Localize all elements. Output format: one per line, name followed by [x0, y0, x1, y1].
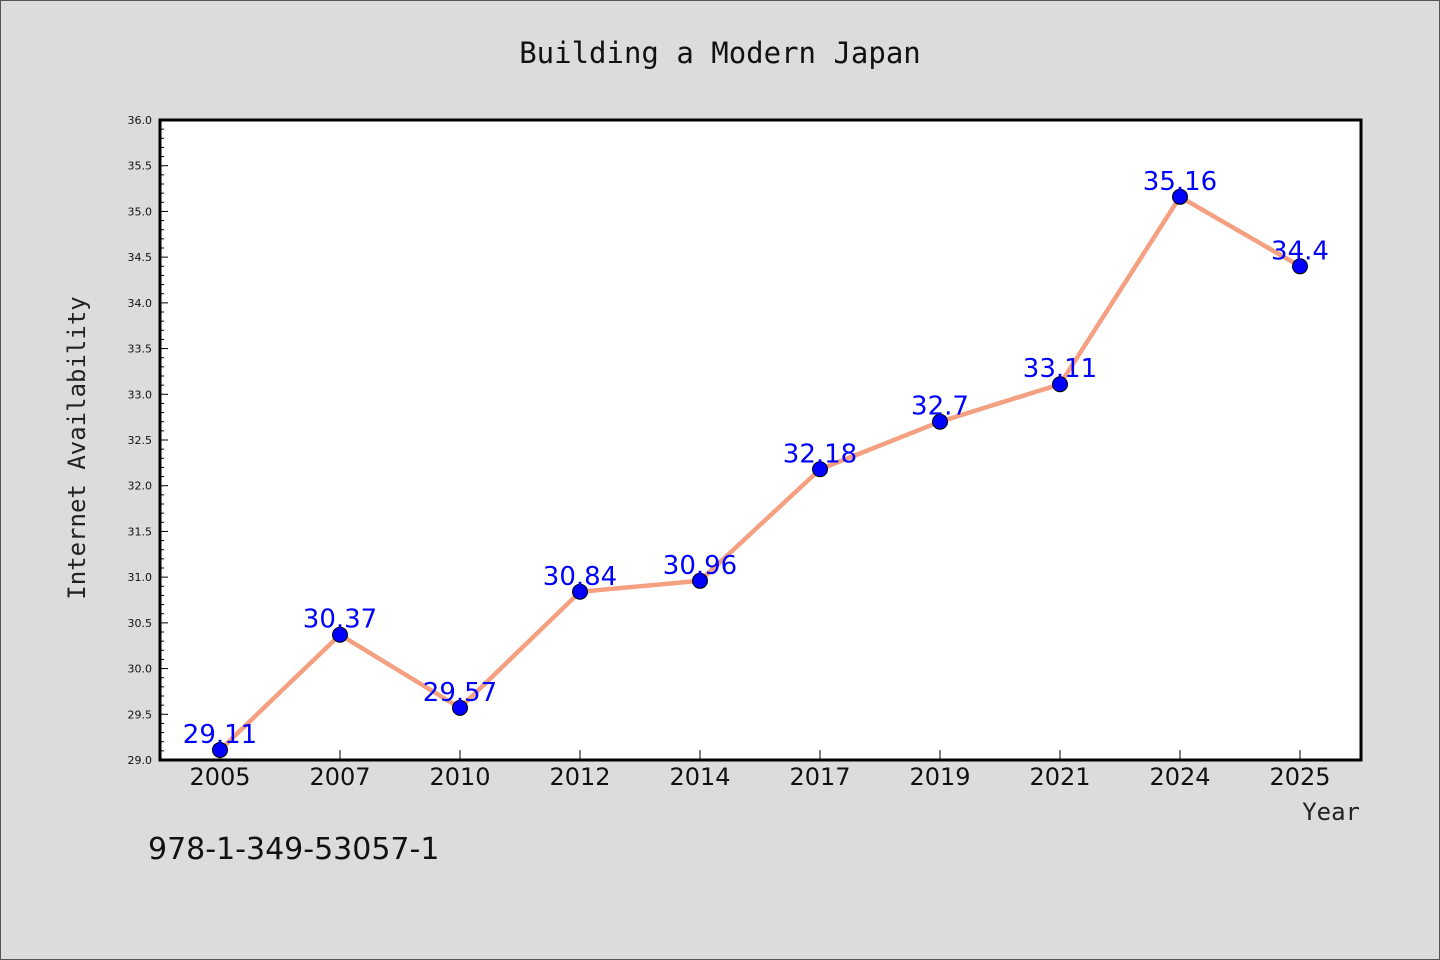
y-tick-label: 32.5: [128, 434, 153, 447]
x-axis-label: Year: [1302, 798, 1360, 826]
data-point: [332, 626, 348, 643]
x-tick-label: 2025: [1269, 763, 1330, 791]
data-label: 30.96: [663, 551, 737, 581]
data-point: [572, 583, 588, 600]
data-point: [452, 699, 468, 716]
data-point: [1172, 188, 1188, 205]
data-label: 29.57: [423, 678, 497, 708]
chart-title: Building a Modern Japan: [519, 36, 921, 70]
data-label: 32.18: [783, 439, 857, 469]
data-label: 34.4: [1271, 236, 1329, 266]
x-tick-label: 2007: [309, 763, 370, 791]
data-point: [1292, 258, 1308, 275]
plot-area: [158, 118, 1363, 762]
data-point: [932, 413, 948, 430]
x-tick-label: 2024: [1149, 763, 1210, 791]
y-tick-label: 30.5: [128, 617, 153, 630]
y-tick-label: 32.0: [128, 480, 153, 493]
data-point: [212, 741, 228, 758]
x-axis: 2005 2007 2010 2012 2014 2017 2019 2021 2024 2025: [189, 750, 1331, 791]
y-tick-label: 29.0: [128, 754, 153, 767]
y-tick-label: 29.5: [128, 708, 153, 721]
y-tick-label: 34.0: [128, 297, 153, 310]
x-tick-label: 2005: [189, 763, 250, 791]
isbn-footnote: 978-1-349-53057-1: [148, 832, 440, 867]
data-label: 32.7: [911, 392, 969, 422]
data-point: [812, 461, 828, 478]
y-axis: 29.0 29.5 30.0 30.5 31.0 31.5 32.0 32.5 33.0 33.5…: [128, 114, 168, 767]
data-label: 30.84: [543, 562, 617, 592]
data-point: [692, 572, 708, 589]
y-tick-label: 34.5: [128, 251, 153, 264]
y-axis-label: Internet Availability: [63, 296, 91, 599]
x-tick-label: 2021: [1029, 763, 1090, 791]
y-tick-label: 33.0: [128, 388, 153, 401]
data-label: 33.11: [1023, 354, 1097, 384]
data-markers: [212, 188, 1308, 758]
y-tick-label: 33.5: [128, 343, 153, 356]
y-tick-label: 31.0: [128, 571, 153, 584]
data-label: 29.11: [183, 720, 257, 750]
y-tick-label: 35.0: [128, 205, 153, 218]
y-tick-label: 35.5: [128, 160, 153, 173]
x-tick-label: 2012: [549, 763, 610, 791]
x-tick-label: 2014: [669, 763, 730, 791]
y-tick-label: 36.0: [128, 114, 153, 127]
series-line: [218, 194, 1302, 752]
data-point: [1052, 376, 1068, 393]
y-tick-label: 31.5: [128, 525, 153, 538]
data-labels: 29.11 30.37 29.57 30.84 30.96 32.18 32.7 33.11 3…: [183, 167, 1329, 750]
y-tick-label: 30.0: [128, 663, 153, 676]
x-tick-label: 2019: [909, 763, 970, 791]
x-tick-label: 2010: [429, 763, 490, 791]
data-label: 35.16: [1143, 167, 1217, 197]
data-label: 30.37: [303, 605, 377, 635]
x-tick-label: 2017: [789, 763, 850, 791]
